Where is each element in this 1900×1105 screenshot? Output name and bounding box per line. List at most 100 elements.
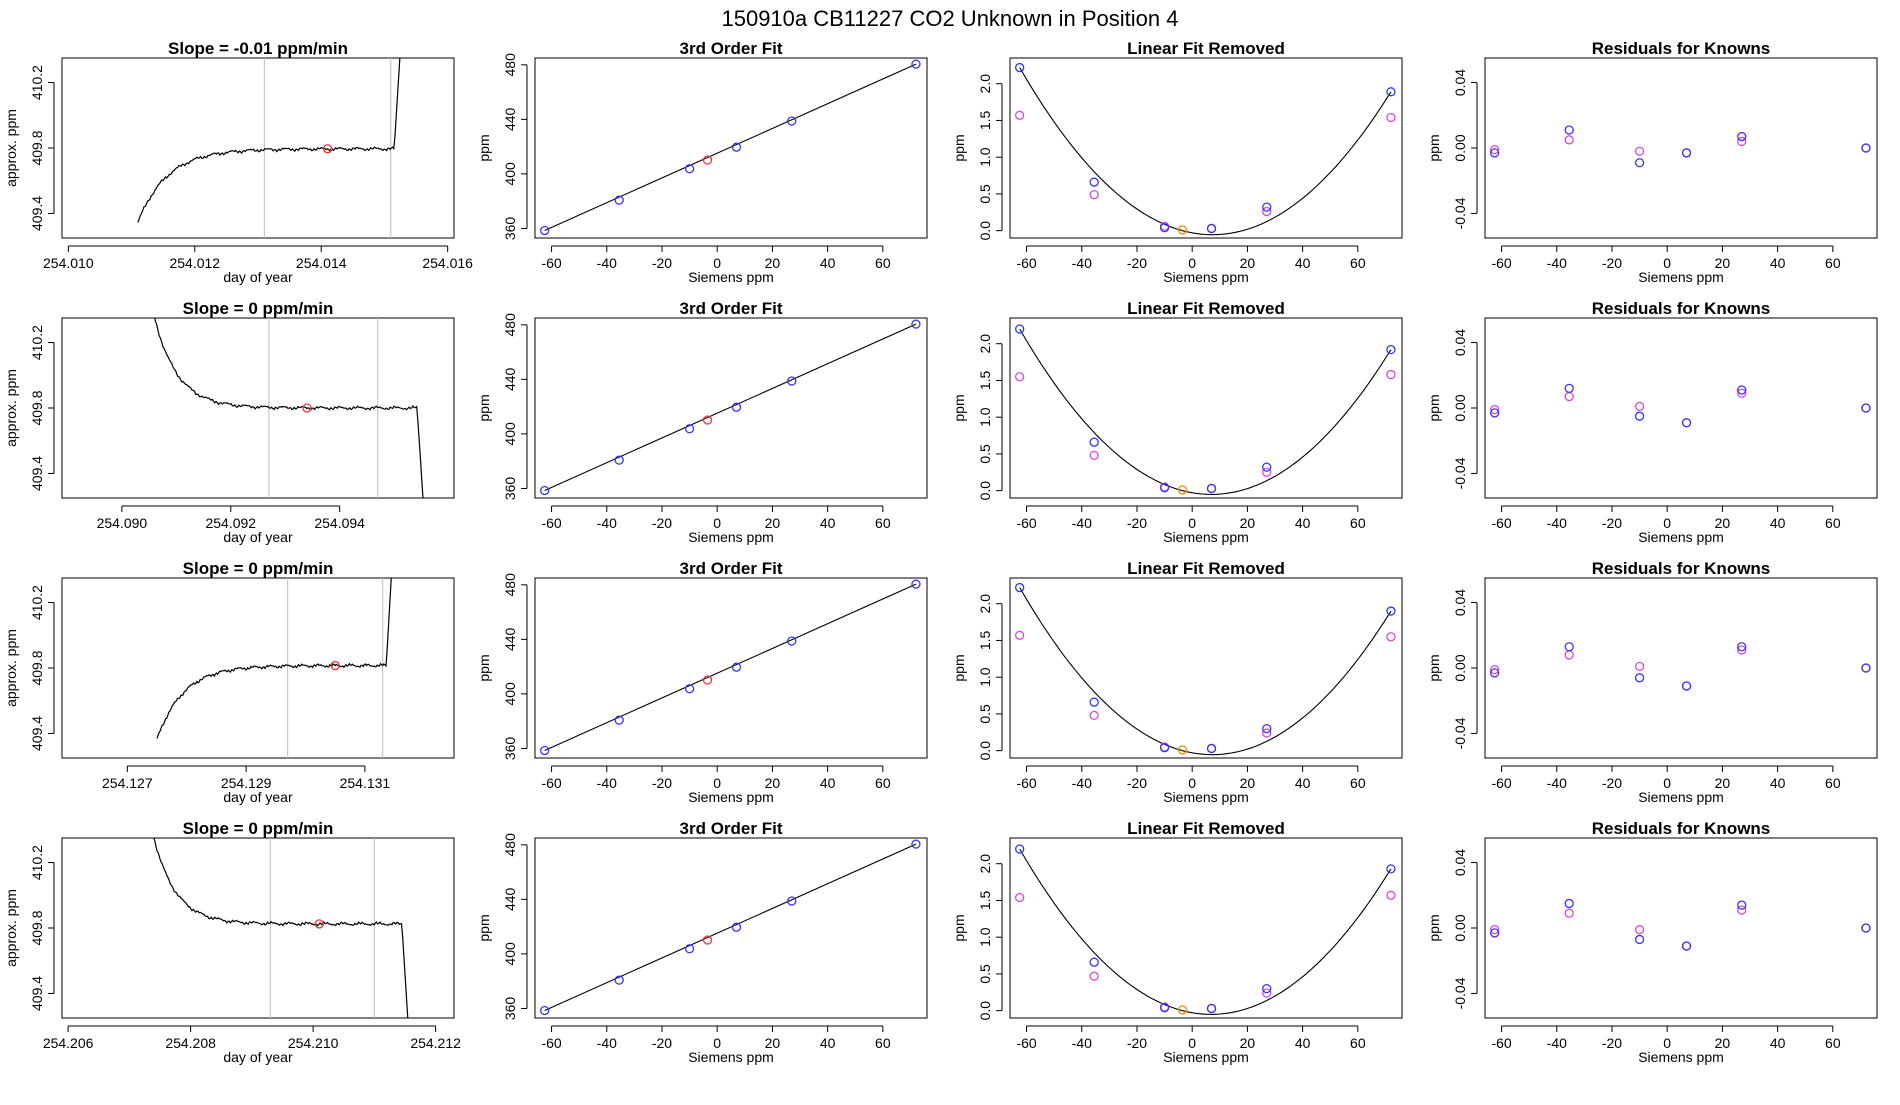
y-tick-label-c2r4: 400	[502, 942, 518, 966]
y-tick-label-c3r1: 0.0	[977, 221, 993, 241]
y-tick-label-c2r4: 480	[502, 833, 518, 857]
y-tick-label-c1r2: 409.4	[29, 456, 45, 491]
y-tick-label-c3r2: 0.5	[977, 444, 993, 464]
x-tick-label-c4r3: -40	[1547, 775, 1567, 791]
known-point-c3r3	[1386, 606, 1396, 616]
x-axis-label-c1r3: day of year	[223, 789, 293, 805]
x-tick-label-c3r3: -20	[1127, 775, 1147, 791]
plot-title-c1r3: Slope = 0 ppm/min	[183, 559, 334, 578]
fit-curve-c2r4	[544, 843, 917, 1012]
x-tick-label-c2r3: 20	[765, 775, 781, 791]
x-tick-label-c3r4: -60	[1016, 1035, 1036, 1051]
x-tick-label-c4r2: 20	[1715, 515, 1731, 531]
y-axis-label-c3r4: ppm	[951, 914, 967, 941]
y-tick-label-c1r2: 410.2	[29, 325, 45, 360]
x-tick-label-c4r1: -20	[1602, 255, 1622, 271]
known-point-c4r3	[1490, 668, 1500, 678]
known-point-c4r1	[1634, 158, 1645, 168]
x-tick-label-c3r2: -20	[1127, 515, 1147, 531]
y-tick-label-c2r2: 400	[502, 422, 518, 446]
raw-point-c4r1	[1564, 135, 1574, 145]
x-tick-label-c1r3: 254.131	[340, 775, 391, 791]
plot-frame-c3r2	[1009, 317, 1403, 499]
known-point-c2r1	[787, 116, 797, 126]
x-tick-label-c1r4: 254.212	[410, 1035, 461, 1051]
x-tick-label-c4r2: -60	[1491, 515, 1511, 531]
plot-frame-c2r3	[534, 577, 928, 759]
raw-point-c3r1	[1089, 190, 1099, 200]
x-tick-label-c3r3: 60	[1350, 775, 1366, 791]
x-tick-label-c1r1: 254.014	[296, 255, 347, 271]
x-tick-label-c1r2: 254.092	[205, 515, 256, 531]
x-tick-label-c4r1: -40	[1547, 255, 1567, 271]
known-point-c3r1	[1386, 87, 1396, 97]
y-axis-label-c3r2: ppm	[951, 394, 967, 421]
x-tick-label-c2r2: -40	[597, 515, 617, 531]
x-axis-label-c1r2: day of year	[223, 529, 293, 545]
plot-frame-c3r1	[1009, 57, 1403, 239]
x-tick-label-c2r4: 0	[713, 1035, 721, 1051]
raw-point-c4r4	[1490, 924, 1500, 935]
x-tick-label-c4r4: -20	[1602, 1035, 1622, 1051]
y-axis-label-c4r1: ppm	[1426, 134, 1442, 161]
x-tick-label-c4r3: 40	[1770, 775, 1786, 791]
x-tick-label-c2r1: -60	[541, 255, 561, 271]
y-tick-label-c1r3: 409.8	[29, 650, 45, 685]
x-tick-label-c3r1: 60	[1350, 255, 1366, 271]
plot-frame-c2r1	[534, 57, 928, 239]
x-tick-label-c3r3: -60	[1016, 775, 1036, 791]
plot-frame-c4r1	[1484, 57, 1878, 239]
known-point-c3r2	[1015, 324, 1025, 334]
raw-point-c4r4	[1564, 908, 1574, 918]
y-axis-label-c2r4: ppm	[476, 914, 492, 941]
plot-title-c2r2: 3rd Order Fit	[680, 299, 783, 318]
y-tick-label-c4r1: -0.04	[1452, 197, 1468, 229]
known-point-c2r2	[731, 402, 742, 412]
x-tick-label-c2r3: 40	[820, 775, 836, 791]
y-tick-label-c1r1: 410.2	[29, 65, 45, 100]
x-tick-label-c3r1: 40	[1295, 255, 1311, 271]
x-tick-label-c1r4: 254.206	[43, 1035, 94, 1051]
y-tick-label-c1r2: 409.8	[29, 390, 45, 425]
plot-frame-c2r2	[534, 317, 928, 499]
x-tick-label-c2r4: -20	[652, 1035, 672, 1051]
x-tick-label-c2r3: -20	[652, 775, 672, 791]
x-tick-label-c4r4: 0	[1663, 1035, 1671, 1051]
x-axis-label-c4r1: Siemens ppm	[1638, 269, 1724, 285]
y-tick-label-c4r3: 0.00	[1452, 654, 1468, 681]
y-tick-label-c1r1: 409.4	[29, 196, 45, 231]
x-tick-label-c4r2: 0	[1663, 515, 1671, 531]
known-point-c4r3	[1564, 642, 1574, 652]
raw-point-c4r3	[1737, 645, 1747, 655]
x-tick-label-c2r1: 20	[765, 255, 781, 271]
unknown-point-c2r1	[702, 155, 713, 165]
unknown-marker-c1r4	[314, 919, 324, 929]
fit-curve-c3r1	[1019, 67, 1392, 236]
raw-point-c3r2	[1386, 369, 1396, 380]
plot-title-c2r4: 3rd Order Fit	[680, 819, 783, 838]
x-tick-label-c2r3: -40	[597, 775, 617, 791]
y-tick-label-c4r3: -0.04	[1452, 717, 1468, 749]
x-tick-label-c4r1: 0	[1663, 255, 1671, 271]
y-tick-label-c3r1: 1.0	[977, 147, 993, 167]
plot-frame-c3r3	[1009, 577, 1403, 759]
known-point-c2r3	[684, 684, 695, 694]
raw-point-c3r1	[1015, 110, 1025, 120]
y-axis-label-c2r2: ppm	[476, 394, 492, 421]
x-tick-label-c2r4: 60	[875, 1035, 891, 1051]
x-tick-label-c1r3: 254.129	[221, 775, 272, 791]
y-tick-label-c2r1: 360	[502, 217, 518, 241]
fit-curve-c3r2	[1019, 328, 1392, 495]
x-tick-label-c2r1: 40	[820, 255, 836, 271]
raw-point-c3r2	[1089, 450, 1099, 461]
unknown-point-c3r4	[1177, 1005, 1188, 1015]
y-tick-label-c3r2: 2.0	[977, 334, 993, 354]
known-point-c4r4	[1634, 934, 1645, 945]
x-tick-label-c4r1: 60	[1825, 255, 1841, 271]
x-tick-label-c1r1: 254.010	[43, 255, 94, 271]
plot-title-c4r3: Residuals for Knowns	[1592, 559, 1771, 578]
y-tick-label-c3r1: 1.5	[977, 111, 993, 131]
known-point-c3r3	[1015, 582, 1025, 593]
known-point-c3r1	[1015, 62, 1025, 73]
known-point-c3r3	[1159, 743, 1170, 753]
